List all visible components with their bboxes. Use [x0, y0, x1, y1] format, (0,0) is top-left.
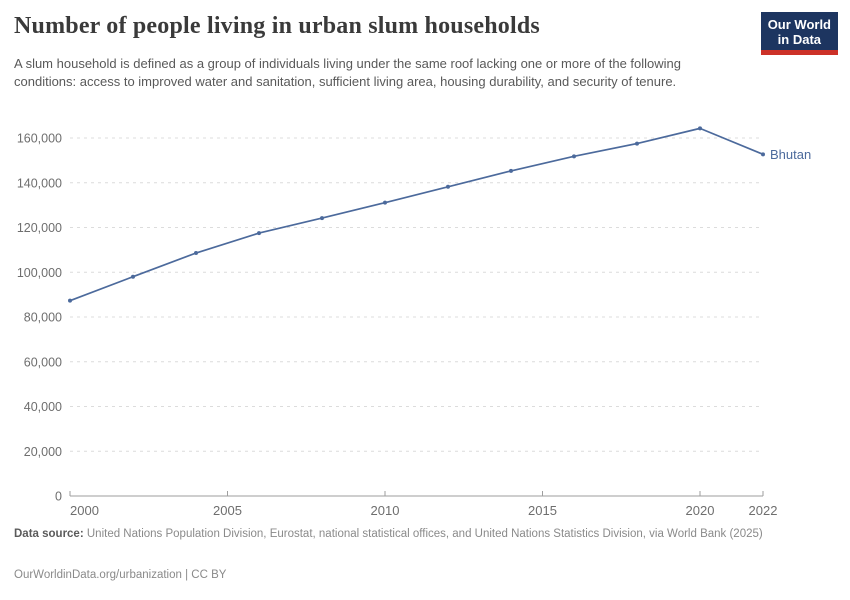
data-point[interactable] [572, 154, 576, 159]
data-point[interactable] [761, 152, 765, 157]
data-source-text: United Nations Population Division, Euro… [83, 528, 763, 540]
x-tick-label: 2020 [686, 503, 715, 518]
owid-logo-line1: Our World [767, 17, 831, 32]
data-point[interactable] [131, 274, 135, 279]
y-tick-label: 160,000 [17, 132, 62, 146]
chart-subtitle: A slum household is defined as a group o… [14, 56, 682, 89]
y-tick-label: 40,000 [24, 400, 62, 414]
y-tick-label: 60,000 [24, 355, 62, 369]
data-point[interactable] [383, 200, 387, 205]
owid-logo-line2: in Data [777, 32, 822, 47]
page-title: Number of people living in urban slum ho… [14, 13, 540, 39]
y-tick-label: 100,000 [17, 266, 62, 280]
footer-separator: | [181, 569, 192, 581]
data-source-label: Data source: [14, 528, 84, 540]
data-point[interactable] [257, 231, 261, 236]
owid-logo[interactable]: Our World in Data [760, 12, 838, 55]
y-tick-label: 120,000 [17, 221, 62, 235]
data-point[interactable] [698, 126, 702, 131]
y-tick-label: 20,000 [24, 445, 62, 459]
data-point[interactable] [194, 251, 198, 256]
data-point[interactable] [68, 298, 72, 303]
y-tick-label: 140,000 [17, 176, 62, 190]
data-point[interactable] [320, 216, 324, 221]
x-tick-label: 2010 [371, 503, 400, 518]
line-bhutan[interactable] [69, 127, 764, 302]
line-chart-canvas[interactable]: 0 20,000 40,000 60,000 80,000 100,000 120,000 1… [0, 108, 850, 522]
data-point[interactable] [635, 141, 639, 146]
license-link[interactable]: CC BY [191, 569, 227, 581]
data-point[interactable] [509, 168, 513, 173]
y-tick-label: 80,000 [24, 311, 62, 325]
footer-link-line: OurWorldinData.org/urbanization | CC BY [14, 568, 226, 583]
x-tick-label: 2022 [749, 503, 778, 518]
y-tick-label: 0 [55, 490, 62, 504]
x-tick-label: 2015 [528, 503, 557, 518]
data-point[interactable] [446, 184, 450, 189]
owid-url-link[interactable]: OurWorldinData.org/urbanization [14, 569, 182, 581]
x-tick-label: 2000 [70, 503, 99, 518]
x-tick-label: 2005 [213, 503, 242, 518]
data-source-line: Data source: United Nations Population D… [14, 527, 828, 543]
entity-label: Bhutan [770, 147, 811, 162]
